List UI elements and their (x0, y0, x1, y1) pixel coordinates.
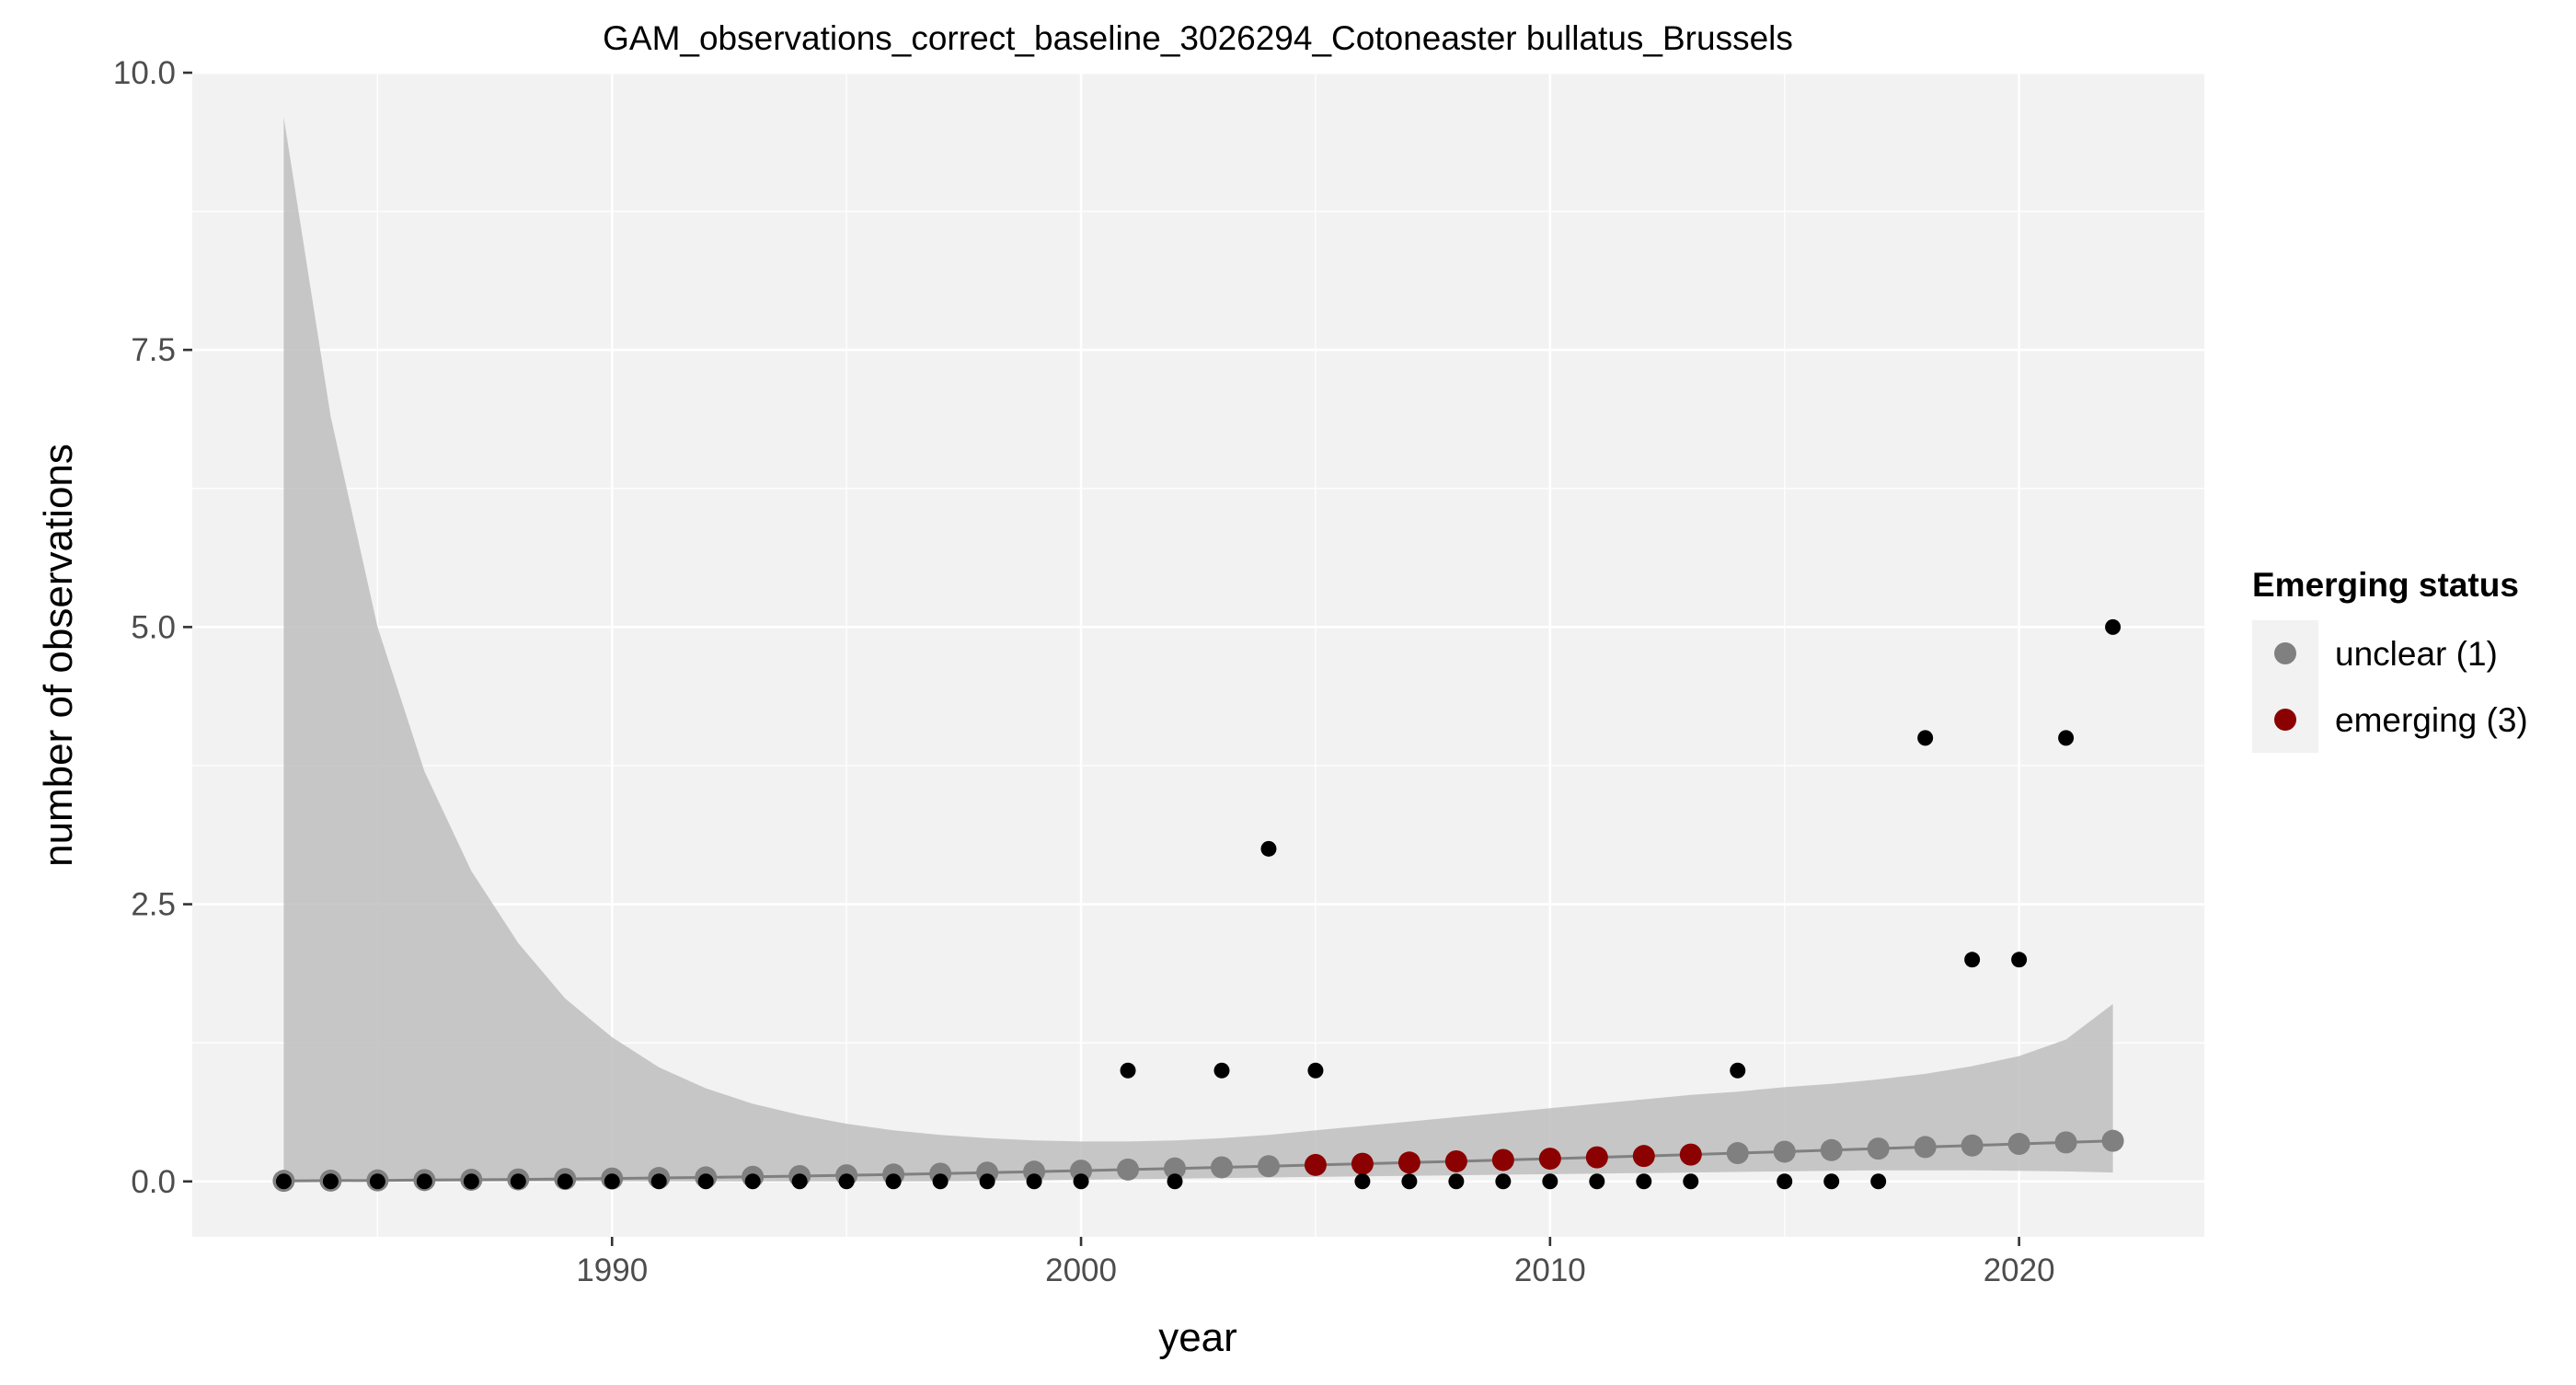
observed-point (1401, 1173, 1418, 1190)
observed-point (1448, 1173, 1465, 1190)
observed-point (1495, 1173, 1512, 1190)
y-tick-label: 7.5 (131, 332, 176, 368)
observed-point (1260, 840, 1277, 857)
fitted-point-unclear (1117, 1158, 1140, 1181)
fitted-point-emerging (1632, 1145, 1655, 1168)
fit-line-layer (283, 1139, 2113, 1183)
fitted-point-emerging (1304, 1153, 1327, 1176)
legend-key-unclear (2274, 642, 2296, 664)
x-axis-title: year (1158, 1315, 1237, 1360)
observed-point (1730, 1062, 1746, 1079)
fitted-point-unclear (1257, 1155, 1280, 1178)
observed-point (369, 1173, 385, 1190)
y-tick-label: 10.0 (113, 55, 176, 91)
observed-point (1213, 1062, 1230, 1079)
fitted-point-unclear (2054, 1131, 2077, 1154)
x-tick-label: 2000 (1045, 1252, 1117, 1288)
confidence-ribbon (283, 117, 2113, 1182)
observed-point (791, 1173, 808, 1190)
fitted-point-emerging (1491, 1148, 1514, 1171)
observed-point (1589, 1173, 1605, 1190)
confidence-ribbon-layer (283, 117, 2113, 1182)
observed-point (463, 1173, 479, 1190)
fitted-point-emerging (1538, 1148, 1561, 1171)
x-tick-label: 2010 (1514, 1252, 1586, 1288)
legend-label-unclear: unclear (1) (2335, 635, 2498, 673)
y-axis-title: number of observations (36, 444, 81, 867)
observed-point (1964, 952, 1981, 968)
observed-point (697, 1173, 714, 1190)
fitted-point-unclear (2101, 1129, 2124, 1152)
grid-lines (192, 71, 2204, 1237)
observed-point (838, 1173, 855, 1190)
observed-point (604, 1173, 620, 1190)
fitted-point-unclear (1914, 1136, 1937, 1159)
observed-point (1073, 1173, 1089, 1190)
fitted-point-emerging (1444, 1149, 1467, 1172)
x-tick-label: 2020 (1984, 1252, 2055, 1288)
fitted-point-unclear (1867, 1137, 1890, 1160)
observed-point (932, 1173, 949, 1190)
fitted-point-unclear (2007, 1133, 2030, 1156)
fitted-point-emerging (1585, 1146, 1608, 1169)
legend-key-bg (2252, 620, 2318, 753)
observed-point (275, 1173, 292, 1190)
observed-point (1823, 1173, 1840, 1190)
fitted-point-unclear (1773, 1140, 1796, 1163)
x-tick-label: 1990 (576, 1252, 648, 1288)
fitted-point-emerging (1397, 1151, 1420, 1174)
fitted-point-unclear (1164, 1157, 1187, 1180)
observed-point (1307, 1062, 1324, 1079)
fit-line (283, 1139, 2113, 1183)
chart-title: GAM_observations_correct_baseline_302629… (603, 19, 1793, 57)
observed-point (1542, 1173, 1558, 1190)
observed-point (1167, 1173, 1183, 1190)
y-tick-label: 0.0 (131, 1164, 176, 1200)
fitted-point-unclear (1961, 1134, 1984, 1157)
observed-point (1683, 1173, 1699, 1190)
observed-point (510, 1173, 526, 1190)
axes: 1990 2000 2010 2020 0.0 2.5 5.0 7.5 10.0 (113, 55, 2055, 1288)
y-tick-label: 5.0 (131, 609, 176, 645)
fitted-point-emerging (1351, 1152, 1374, 1175)
observed-point (1120, 1062, 1136, 1079)
fitted-point-unclear (1820, 1138, 1843, 1161)
observed-point (2105, 618, 2122, 635)
observed-point (1026, 1173, 1042, 1190)
legend-key-emerging (2274, 709, 2296, 731)
observed-point (2011, 952, 2028, 968)
observed-point (650, 1173, 667, 1190)
legend-title: Emerging status (2252, 566, 2519, 604)
observed-point (1870, 1173, 1887, 1190)
y-tick-label: 2.5 (131, 887, 176, 923)
observed-point (885, 1173, 902, 1190)
observed-point (416, 1173, 432, 1190)
observed-points-layer (275, 618, 2122, 1190)
legend-label-emerging: emerging (3) (2335, 701, 2528, 739)
observed-point (744, 1173, 761, 1190)
observed-point (1354, 1173, 1371, 1190)
fitted-point-unclear (1210, 1156, 1233, 1179)
fitted-point-emerging (1679, 1143, 1702, 1166)
observed-point (1917, 730, 1934, 746)
observed-point (557, 1173, 573, 1190)
observed-point (2058, 730, 2075, 746)
observed-point (322, 1173, 339, 1190)
fitted-point-unclear (1726, 1142, 1749, 1165)
observed-point (1777, 1173, 1793, 1190)
legend: Emerging status unclear (1) emerging (3) (2252, 566, 2528, 753)
observed-point (979, 1173, 995, 1190)
observed-point (1636, 1173, 1652, 1190)
